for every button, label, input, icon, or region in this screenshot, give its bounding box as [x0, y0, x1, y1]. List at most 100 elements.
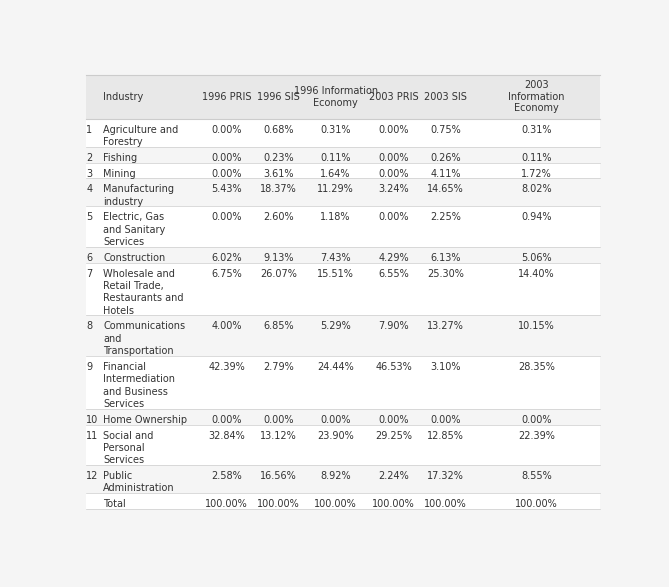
Text: 2003
Information
Economy: 2003 Information Economy	[508, 80, 565, 113]
Text: 0.00%: 0.00%	[379, 153, 409, 163]
Bar	[86, 147, 599, 163]
Text: Public: Public	[103, 471, 132, 481]
Text: 100.00%: 100.00%	[257, 499, 300, 509]
Text: 9: 9	[86, 362, 92, 372]
Bar	[86, 207, 599, 247]
Text: Retail Trade,: Retail Trade,	[103, 281, 164, 291]
Text: 0.00%: 0.00%	[211, 168, 242, 178]
Text: 8.92%: 8.92%	[320, 471, 351, 481]
Text: 0.11%: 0.11%	[521, 153, 551, 163]
Text: 0.00%: 0.00%	[211, 153, 242, 163]
Text: 0.68%: 0.68%	[264, 125, 294, 135]
Bar	[86, 356, 599, 409]
Text: Hotels: Hotels	[103, 306, 134, 316]
Text: industry: industry	[103, 197, 143, 207]
Text: Personal: Personal	[103, 443, 145, 453]
Text: 4.11%: 4.11%	[430, 168, 461, 178]
Bar	[86, 247, 599, 262]
Text: 2: 2	[86, 153, 92, 163]
Text: 4: 4	[86, 184, 92, 194]
Text: 2.60%: 2.60%	[264, 212, 294, 222]
Text: 4.00%: 4.00%	[211, 322, 242, 332]
Text: 8.55%: 8.55%	[521, 471, 552, 481]
Text: 2.25%: 2.25%	[430, 212, 461, 222]
Text: Services: Services	[103, 399, 145, 409]
Text: 28.35%: 28.35%	[518, 362, 555, 372]
Bar	[86, 75, 599, 119]
Text: Restaurants and: Restaurants and	[103, 294, 184, 303]
Text: 13.12%: 13.12%	[260, 430, 297, 441]
Text: 42.39%: 42.39%	[208, 362, 245, 372]
Text: 8: 8	[86, 322, 92, 332]
Text: 13.27%: 13.27%	[427, 322, 464, 332]
Text: 14.40%: 14.40%	[518, 269, 555, 279]
Text: 1.18%: 1.18%	[320, 212, 351, 222]
Text: 5.43%: 5.43%	[211, 184, 242, 194]
Text: 4.29%: 4.29%	[379, 253, 409, 263]
Text: 3.24%: 3.24%	[379, 184, 409, 194]
Text: and Sanitary: and Sanitary	[103, 225, 165, 235]
Text: Manufacturing: Manufacturing	[103, 184, 175, 194]
Text: 32.84%: 32.84%	[208, 430, 245, 441]
Bar	[86, 315, 599, 356]
Text: 0.26%: 0.26%	[430, 153, 461, 163]
Text: 6.75%: 6.75%	[211, 269, 242, 279]
Text: Forestry: Forestry	[103, 137, 143, 147]
Text: 3.10%: 3.10%	[430, 362, 461, 372]
Text: 0.00%: 0.00%	[211, 415, 242, 425]
Text: 6.85%: 6.85%	[264, 322, 294, 332]
Bar	[86, 493, 599, 509]
Text: 2003 PRIS: 2003 PRIS	[369, 92, 419, 102]
Text: 0.31%: 0.31%	[320, 125, 351, 135]
Text: 100.00%: 100.00%	[205, 499, 248, 509]
Text: Intermediation: Intermediation	[103, 375, 175, 384]
Text: 0.00%: 0.00%	[521, 415, 551, 425]
Text: 0.75%: 0.75%	[430, 125, 461, 135]
Text: 46.53%: 46.53%	[375, 362, 412, 372]
Text: 1996 Information
Economy: 1996 Information Economy	[294, 86, 378, 107]
Text: 5: 5	[86, 212, 92, 222]
Text: 14.65%: 14.65%	[427, 184, 464, 194]
Text: 11.29%: 11.29%	[317, 184, 354, 194]
Text: Mining: Mining	[103, 168, 136, 178]
Text: 3: 3	[86, 168, 92, 178]
Text: Services: Services	[103, 456, 145, 465]
Text: 7.90%: 7.90%	[379, 322, 409, 332]
Text: 8.02%: 8.02%	[521, 184, 551, 194]
Text: Fishing: Fishing	[103, 153, 137, 163]
Bar	[86, 262, 599, 315]
Text: Home Ownership: Home Ownership	[103, 415, 187, 425]
Text: 16.56%: 16.56%	[260, 471, 297, 481]
Text: 6: 6	[86, 253, 92, 263]
Text: 9.13%: 9.13%	[264, 253, 294, 263]
Text: 6.02%: 6.02%	[211, 253, 242, 263]
Text: Administration: Administration	[103, 484, 175, 494]
Bar	[86, 465, 599, 493]
Text: 0.00%: 0.00%	[379, 415, 409, 425]
Text: 0.31%: 0.31%	[521, 125, 551, 135]
Bar	[86, 119, 599, 147]
Text: 23.90%: 23.90%	[317, 430, 354, 441]
Text: 1996 PRIS: 1996 PRIS	[202, 92, 252, 102]
Text: Industry: Industry	[103, 92, 144, 102]
Text: and Business: and Business	[103, 387, 168, 397]
Text: 12.85%: 12.85%	[427, 430, 464, 441]
Text: 1996 SIS: 1996 SIS	[257, 92, 300, 102]
Text: 0.00%: 0.00%	[320, 415, 351, 425]
Text: 100.00%: 100.00%	[515, 499, 558, 509]
Text: 22.39%: 22.39%	[518, 430, 555, 441]
Text: 24.44%: 24.44%	[317, 362, 354, 372]
Text: 0.00%: 0.00%	[430, 415, 461, 425]
Text: 0.11%: 0.11%	[320, 153, 351, 163]
Text: 2.24%: 2.24%	[378, 471, 409, 481]
Text: 3.61%: 3.61%	[264, 168, 294, 178]
Text: Wholesale and: Wholesale and	[103, 269, 175, 279]
Text: 26.07%: 26.07%	[260, 269, 297, 279]
Text: 2003 SIS: 2003 SIS	[424, 92, 467, 102]
Text: Electric, Gas: Electric, Gas	[103, 212, 165, 222]
Text: 100.00%: 100.00%	[424, 499, 467, 509]
Text: 0.00%: 0.00%	[379, 212, 409, 222]
Text: 100.00%: 100.00%	[372, 499, 415, 509]
Text: Total: Total	[103, 499, 126, 509]
Text: 7: 7	[86, 269, 92, 279]
